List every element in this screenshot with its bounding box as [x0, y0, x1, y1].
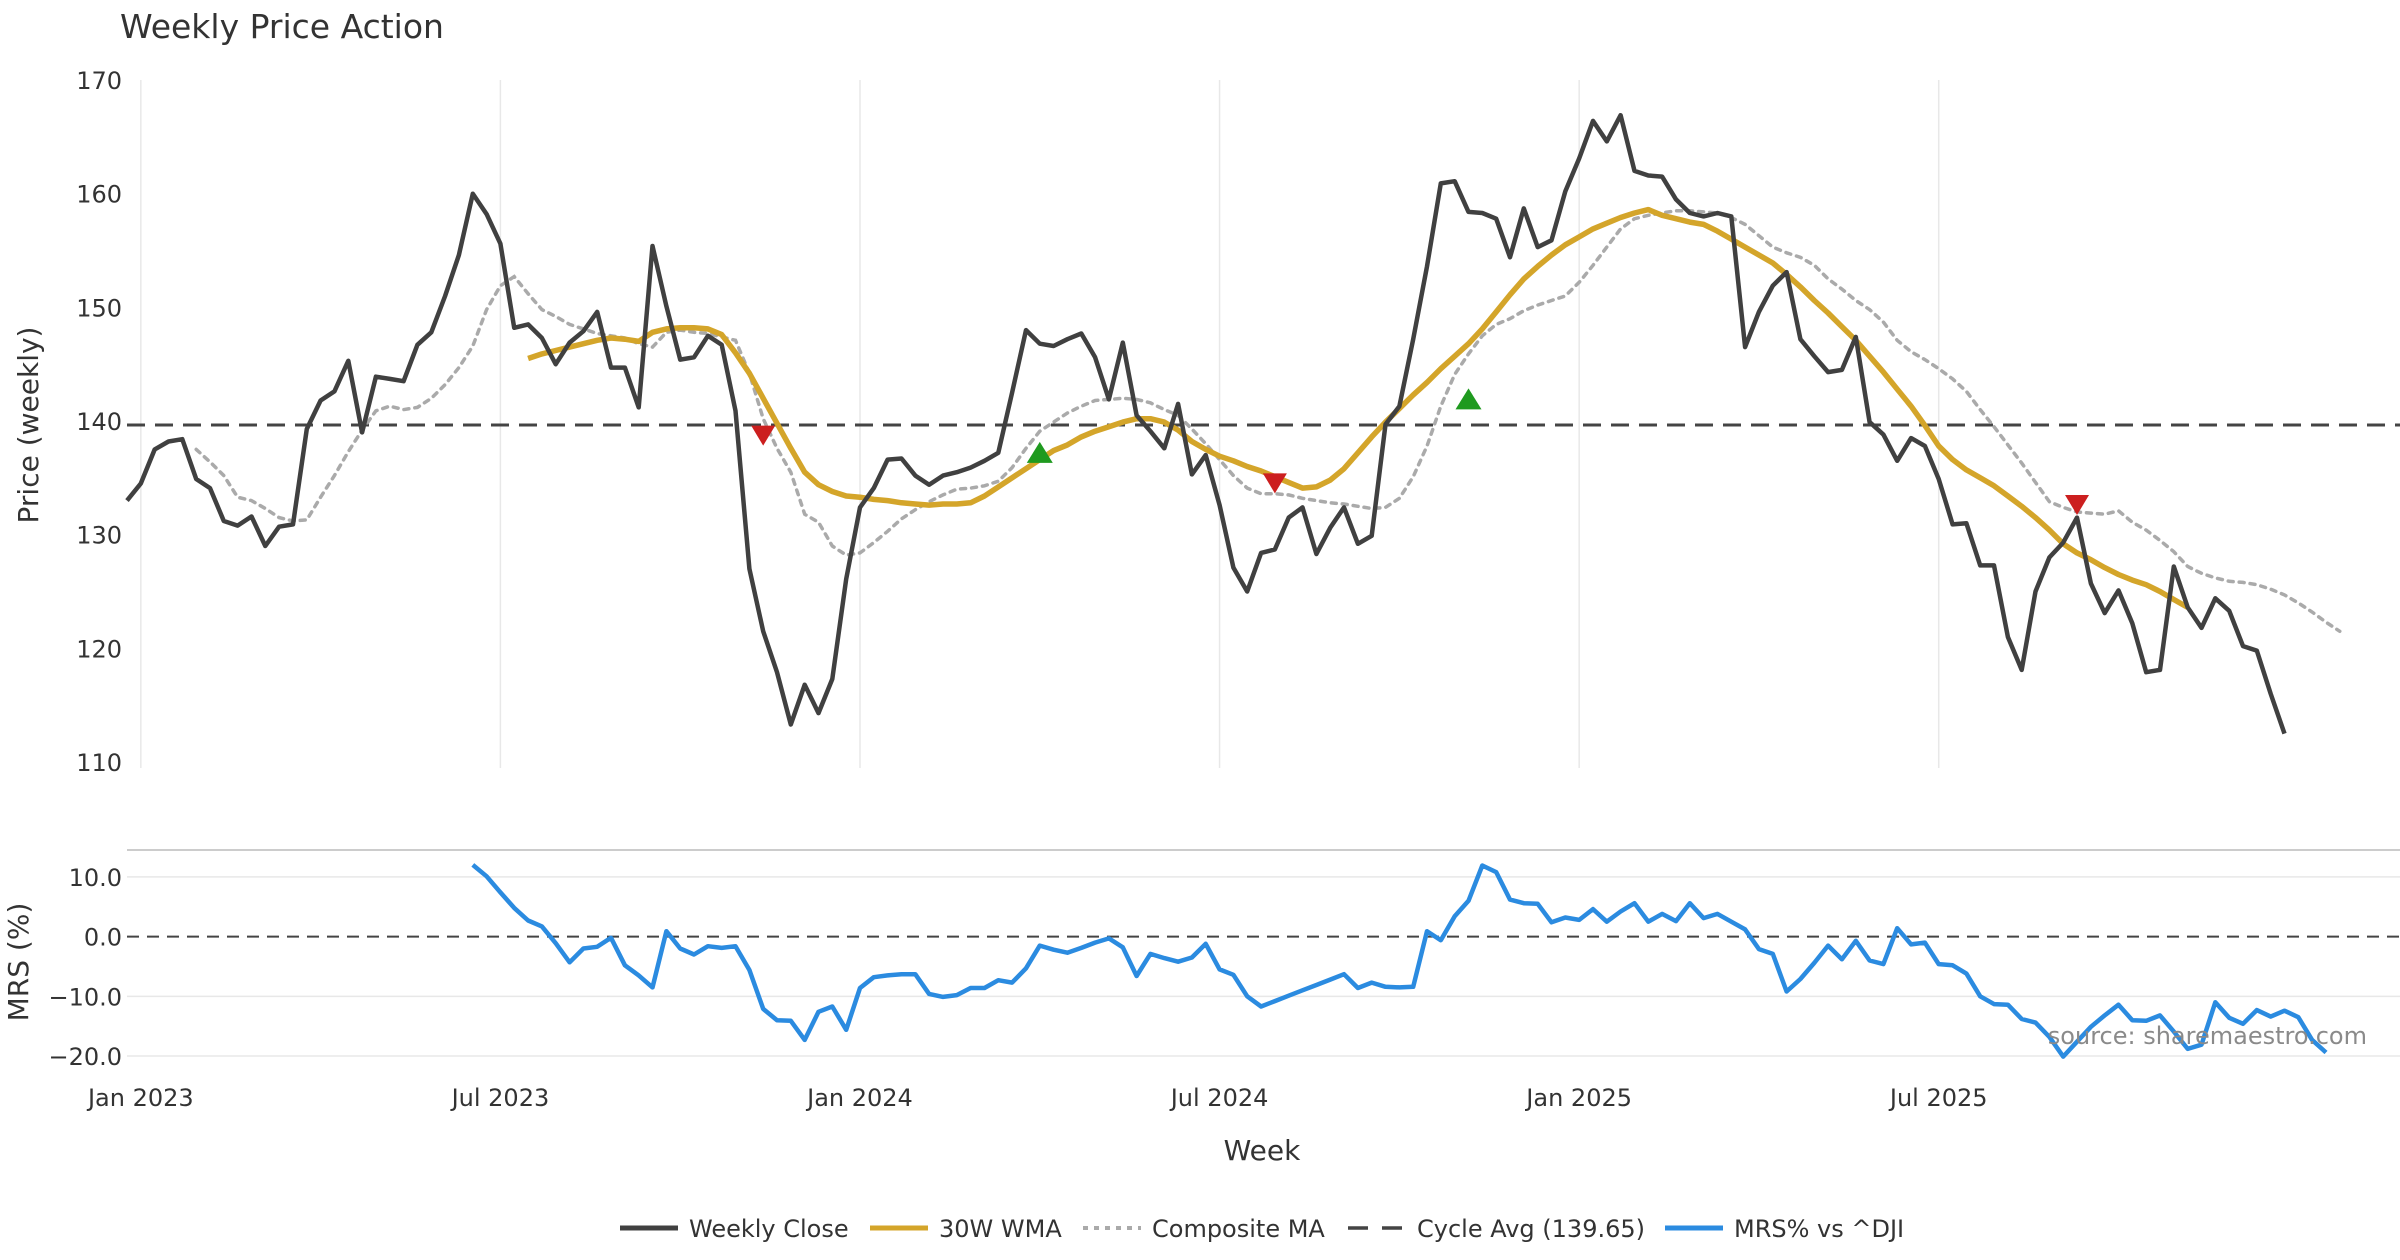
- sell-marker-0: [751, 425, 776, 446]
- price-y-tick-2: 130: [76, 522, 122, 550]
- price-y-tick-1: 120: [76, 635, 122, 663]
- legend-label-1: 30W WMA: [939, 1215, 1062, 1243]
- mrs-y-ticks: −20.0 −10.0 0.0 10.0: [48, 864, 122, 1071]
- price-panel: 110 120 130 140 150 160 170 Price (weekly): [12, 67, 2400, 777]
- signal-markers: [751, 388, 2090, 515]
- wma-30w-line: [527, 206, 2190, 610]
- x-tick-label-1: Jul 2023: [450, 1084, 550, 1112]
- mrs-y-tick-1: −10.0: [48, 983, 122, 1011]
- mrs-y-tick-3: 10.0: [69, 864, 122, 892]
- x-tick-label-3: Jul 2024: [1169, 1084, 1269, 1112]
- buy-marker-1: [1455, 388, 1482, 410]
- x-axis-ticks: Jan 2023 Jul 2023 Jan 2024 Jul 2024 Jan 2025…: [86, 1084, 1988, 1112]
- x-tick-label-4: Jan 2025: [1524, 1084, 1632, 1112]
- price-y-axis-label: Price (weekly): [12, 327, 45, 524]
- mrs-y-axis-label: MRS (%): [2, 903, 35, 1022]
- mrs-y-tick-0: −20.0: [48, 1043, 122, 1071]
- x-tick-label-5: Jul 2025: [1888, 1084, 1988, 1112]
- legend-label-4: MRS% vs ^DJI: [1734, 1215, 1904, 1243]
- price-y-tick-5: 160: [76, 181, 122, 209]
- sell-marker-1: [1262, 473, 1287, 494]
- x-tick-label-2: Jan 2024: [805, 1084, 913, 1112]
- price-y-ticks: 110 120 130 140 150 160 170: [76, 67, 122, 777]
- legend-label-0: Weekly Close: [689, 1215, 849, 1243]
- source-label: source: sharemaestro.com: [2048, 1022, 2367, 1050]
- mrs-horizontal-grid: [127, 876, 2400, 1057]
- price-y-tick-3: 140: [76, 408, 122, 436]
- composite-ma-line: [194, 208, 2342, 634]
- buy-marker-0: [1026, 441, 1053, 463]
- mrs-panel: −20.0 −10.0 0.0 10.0 MRS (%) source: sharem…: [2, 849, 2400, 1071]
- sell-marker-2: [2065, 494, 2090, 515]
- price-y-tick-4: 150: [76, 294, 122, 322]
- legend-label-2: Composite MA: [1152, 1215, 1325, 1243]
- price-y-tick-0: 110: [76, 749, 122, 777]
- mrs-line: [471, 863, 2328, 1059]
- mrs-y-tick-2: 0.0: [84, 924, 122, 952]
- price-y-tick-6: 170: [76, 67, 122, 95]
- x-tick-label-0: Jan 2023: [86, 1084, 194, 1112]
- legend: Weekly Close 30W WMA Composite MA Cycle Avg…: [620, 1215, 1904, 1243]
- x-axis-label: Week: [1224, 1134, 1301, 1167]
- chart-title: Weekly Price Action: [120, 7, 444, 46]
- legend-label-3: Cycle Avg (139.65): [1417, 1215, 1645, 1243]
- weekly-close-line: [125, 112, 2287, 735]
